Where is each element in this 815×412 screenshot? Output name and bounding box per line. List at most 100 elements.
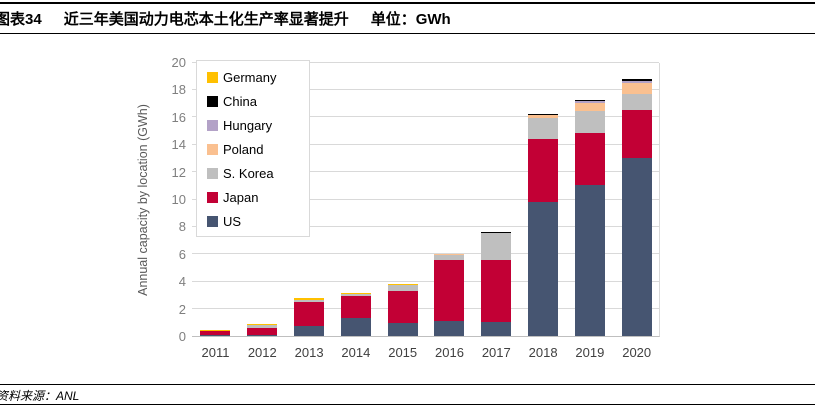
bar-segment-s-korea xyxy=(387,285,418,291)
x-tick-label: 2020 xyxy=(622,345,652,360)
bar-segment-us xyxy=(528,202,558,336)
bar-2011 xyxy=(200,62,231,336)
bar-segment-us xyxy=(247,335,278,336)
y-tick-label: 2 xyxy=(178,301,186,317)
plot-area xyxy=(192,61,660,337)
bar-segment-hungary xyxy=(574,101,605,104)
bar-segment-poland xyxy=(574,103,605,112)
bar-segment-germany xyxy=(340,293,371,295)
x-tick-label: 2011 xyxy=(201,345,230,360)
bar-segment-s-korea xyxy=(200,330,231,332)
bar-2020 xyxy=(621,62,652,336)
bar-segment-poland xyxy=(528,115,558,118)
legend-swatch-icon xyxy=(207,191,218,203)
bar-2017 xyxy=(481,62,512,336)
y-tick-label: 4 xyxy=(178,274,186,290)
gridline xyxy=(192,198,659,200)
gridline xyxy=(192,225,659,227)
bar-segment-china xyxy=(621,79,652,82)
bar-2019 xyxy=(574,62,605,336)
legend-label: S. Korea xyxy=(223,165,274,181)
gridline xyxy=(192,116,659,118)
legend-swatch-icon xyxy=(207,95,218,107)
legend-swatch-icon xyxy=(207,71,218,83)
bar-2018 xyxy=(528,62,558,336)
gridline xyxy=(192,61,659,63)
top-rule xyxy=(0,2,815,4)
bar-segment-s-korea xyxy=(621,93,652,110)
bar-segment-japan xyxy=(247,328,278,336)
source-bottom-rule xyxy=(0,404,815,405)
bar-2015 xyxy=(387,62,418,336)
legend-item-s-korea: S. Korea xyxy=(207,161,309,185)
bar-segment-poland xyxy=(434,253,465,256)
gridline xyxy=(192,143,659,145)
bar-segment-china xyxy=(574,100,605,102)
bar-segment-s-korea xyxy=(340,294,371,297)
y-tick-label: 18 xyxy=(171,82,186,98)
gridline xyxy=(192,171,659,173)
figure-unit-label: 单位：GWh xyxy=(370,11,451,28)
y-axis-title: Annual capacity by location (GWh) xyxy=(136,104,150,296)
gridline xyxy=(192,88,659,90)
bar-segment-germany xyxy=(387,283,418,286)
legend-swatch-icon xyxy=(207,143,218,155)
bar-segment-poland xyxy=(621,82,652,94)
legend-label: Japan xyxy=(223,189,259,205)
bar-segment-s-korea xyxy=(574,111,605,134)
bar-segment-s-korea xyxy=(528,117,558,139)
legend-item-hungary: Hungary xyxy=(207,113,309,137)
bar-segment-us xyxy=(200,335,231,336)
legend-item-japan: Japan xyxy=(207,185,309,209)
x-tick-label: 2012 xyxy=(247,345,277,360)
legend-swatch-icon xyxy=(207,167,218,179)
legend-swatch-icon xyxy=(207,119,218,131)
bar-segment-us xyxy=(340,318,371,336)
bar-segment-japan xyxy=(621,109,652,158)
bar-segment-japan xyxy=(200,331,231,336)
bar-segment-us xyxy=(481,321,512,336)
bar-2013 xyxy=(294,62,324,336)
legend-label: Hungary xyxy=(223,117,273,133)
gridline xyxy=(192,280,659,282)
y-tick-label: 20 xyxy=(171,55,186,70)
bar-segment-s-korea xyxy=(247,325,278,329)
gridline xyxy=(192,253,659,255)
bar-segment-germany xyxy=(247,323,278,326)
legend-label: US xyxy=(223,213,242,229)
title-underline-rule xyxy=(0,33,815,34)
bar-segment-japan xyxy=(294,302,324,327)
bar-segment-japan xyxy=(387,290,418,323)
x-tick-label: 2016 xyxy=(435,345,464,360)
bar-segment-s-korea xyxy=(294,299,324,303)
y-tick-label: 16 xyxy=(171,109,186,125)
y-tick-label: 6 xyxy=(178,246,186,262)
figure-number: 图表34 xyxy=(0,11,42,28)
bar-segment-japan xyxy=(481,259,512,322)
source-text: 资料来源：ANL xyxy=(0,389,80,403)
y-tick-label: 12 xyxy=(171,164,186,180)
source-top-rule xyxy=(0,384,815,385)
y-tick-label: 8 xyxy=(178,219,186,235)
bar-segment-japan xyxy=(528,138,558,203)
bar-segment-us xyxy=(621,157,652,336)
bar-segment-hungary xyxy=(621,81,652,83)
bar-segment-germany xyxy=(294,297,324,300)
bar-segment-s-korea xyxy=(481,233,512,260)
legend-item-poland: Poland xyxy=(207,137,309,161)
bar-2016 xyxy=(434,62,465,336)
figure-title-text: 近三年美国动力电芯本土化生产率显著提升 xyxy=(63,11,349,28)
bar-segment-poland xyxy=(481,232,512,234)
bar-segment-us xyxy=(434,320,465,336)
bar-segment-china xyxy=(481,231,512,233)
chart-legend: Germany China Hungary Poland S. Korea Japan US xyxy=(196,60,310,237)
legend-item-china: China xyxy=(207,89,309,113)
bar-segment-japan xyxy=(434,259,465,321)
legend-swatch-icon xyxy=(207,215,218,227)
bar-segment-china xyxy=(528,114,558,116)
x-tick-label: 2018 xyxy=(528,345,558,360)
legend-item-us: US xyxy=(207,209,309,233)
bar-segment-us xyxy=(574,185,605,336)
bar-segment-japan xyxy=(340,296,371,319)
